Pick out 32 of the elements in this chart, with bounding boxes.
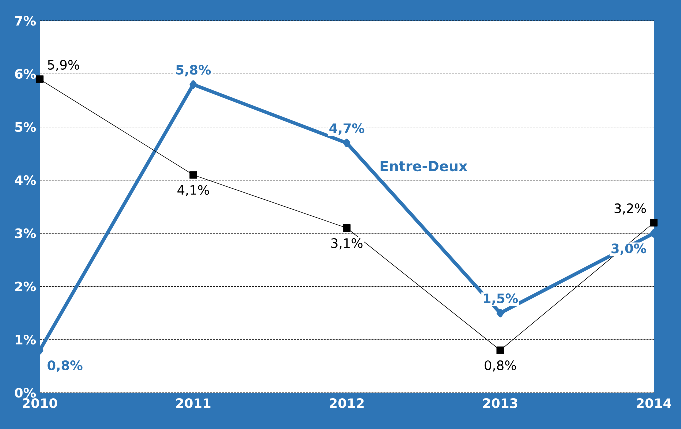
point — [190, 171, 198, 179]
x-tick-label: 2010 — [23, 398, 58, 408]
y-tick-label: 7% — [15, 16, 36, 26]
data-label: 3,0% — [612, 244, 646, 256]
series-label: Entre-Deux — [380, 161, 468, 172]
y-tick-label: 4% — [15, 176, 36, 186]
data-label: 3,2% — [614, 204, 646, 215]
y-tick-label: 6% — [15, 69, 36, 80]
y-tick-label: 0% — [15, 388, 36, 398]
x-tick-label: 2012 — [330, 398, 364, 408]
data-label: 4,7% — [330, 124, 365, 136]
y-tick-label: 2% — [16, 282, 36, 292]
point — [190, 80, 198, 90]
x-tick-label: 2014 — [637, 398, 672, 408]
y-tick-label: 3% — [15, 228, 36, 238]
point — [496, 309, 504, 318]
data-label: 0,8% — [484, 360, 516, 372]
point — [650, 219, 658, 227]
point — [343, 224, 351, 232]
point — [343, 138, 351, 148]
point — [496, 346, 504, 354]
data-label: 3,1% — [332, 238, 363, 250]
data-label: 5,9% — [48, 60, 80, 72]
x-tick-label: 2011 — [176, 398, 211, 408]
data-label: 4,1% — [178, 185, 210, 196]
point — [36, 76, 44, 84]
data-label: 0,8% — [48, 360, 83, 372]
data-label: 5,8% — [176, 65, 212, 77]
data-label: 1,5% — [484, 294, 518, 306]
x-tick-label: 2013 — [484, 398, 518, 408]
y-tick-label: 1% — [16, 334, 36, 345]
y-tick-label: 5% — [15, 122, 36, 132]
